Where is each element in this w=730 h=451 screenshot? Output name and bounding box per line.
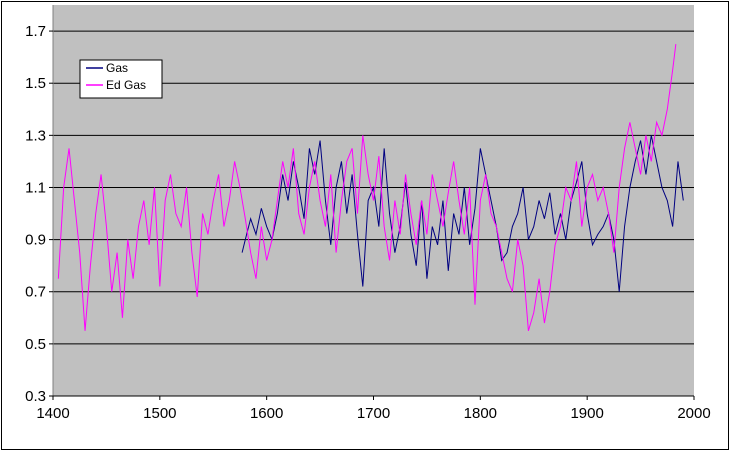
x-tick-label: 1900 <box>570 405 603 422</box>
y-tick-label: 1.7 <box>25 23 46 40</box>
legend-label: Gas <box>106 61 128 75</box>
series-layer <box>57 44 684 331</box>
x-tick-label: 2000 <box>677 405 710 422</box>
y-tick-label: 0.7 <box>25 284 46 301</box>
legend: Gas Ed Gas <box>79 59 163 99</box>
y-tick-label: 1.3 <box>25 127 46 144</box>
x-tick-label: 1700 <box>357 405 390 422</box>
y-tick-label: 1.1 <box>25 179 46 196</box>
x-tick-label: 1500 <box>143 405 176 422</box>
y-tick-label: 0.3 <box>25 388 46 405</box>
y-tick-label: 0.5 <box>25 336 46 353</box>
x-tick-label: 1600 <box>250 405 283 422</box>
y-tick-label: 0.9 <box>25 232 46 249</box>
legend-label: Ed Gas <box>106 78 146 92</box>
x-tick-label: 1400 <box>36 405 69 422</box>
x-tick-label: 1800 <box>464 405 497 422</box>
axes: 0.3 0.5 0.7 0.9 1.1 1.3 1.5 1.7 1400 1500 1600 1700… <box>25 5 711 422</box>
legend-box <box>79 59 163 99</box>
series-line-ed-gas <box>57 44 677 331</box>
y-tick-label: 1.5 <box>25 75 46 92</box>
